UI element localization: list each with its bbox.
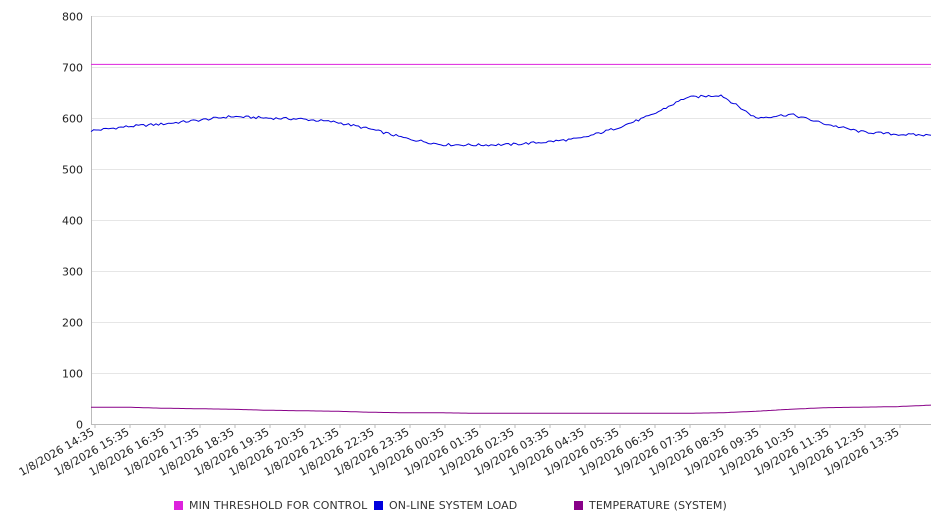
legend-label-temperature: TEMPERATURE (SYSTEM): [589, 498, 727, 512]
legend-swatch-temperature: [574, 500, 583, 510]
axes: [91, 16, 931, 428]
legend-swatch-system-load: [374, 500, 383, 510]
y-tick-label: 200: [62, 317, 83, 330]
y-tick-label: 0: [76, 419, 83, 432]
y-tick-labels: 0 100 200 300 400 500 600 700 800: [62, 11, 83, 432]
y-tick-label: 600: [62, 113, 83, 126]
legend-item-system-load[interactable]: ON-LINE SYSTEM LOAD: [374, 497, 517, 513]
series-line-2: [91, 404, 932, 414]
y-tick-label: 800: [62, 11, 83, 24]
y-tick-label: 100: [62, 368, 83, 381]
legend-label-system-load: ON-LINE SYSTEM LOAD: [389, 498, 518, 512]
y-tick-label: 400: [62, 215, 83, 228]
x-tick-labels: 1/8/2026 14:351/8/2026 15:351/8/2026 16:…: [17, 425, 902, 479]
y-tick-label: 300: [62, 266, 83, 279]
series-lines: [90, 63, 932, 414]
gridlines: [91, 16, 931, 374]
y-tick-label: 500: [62, 164, 83, 177]
series-line-1: [90, 94, 932, 147]
legend: MIN THRESHOLD FOR CONTROL ON-LINE SYSTEM…: [0, 497, 946, 515]
legend-swatch-threshold: [174, 500, 183, 510]
chart: 0 100 200 300 400 500 600 700 800 1/8/2026 14:35…: [17, 11, 932, 479]
y-tick-label: 700: [62, 62, 83, 75]
legend-item-threshold[interactable]: MIN THRESHOLD FOR CONTROL: [174, 497, 367, 513]
legend-item-temperature[interactable]: TEMPERATURE (SYSTEM): [574, 497, 727, 513]
legend-label-threshold: MIN THRESHOLD FOR CONTROL: [189, 498, 368, 512]
